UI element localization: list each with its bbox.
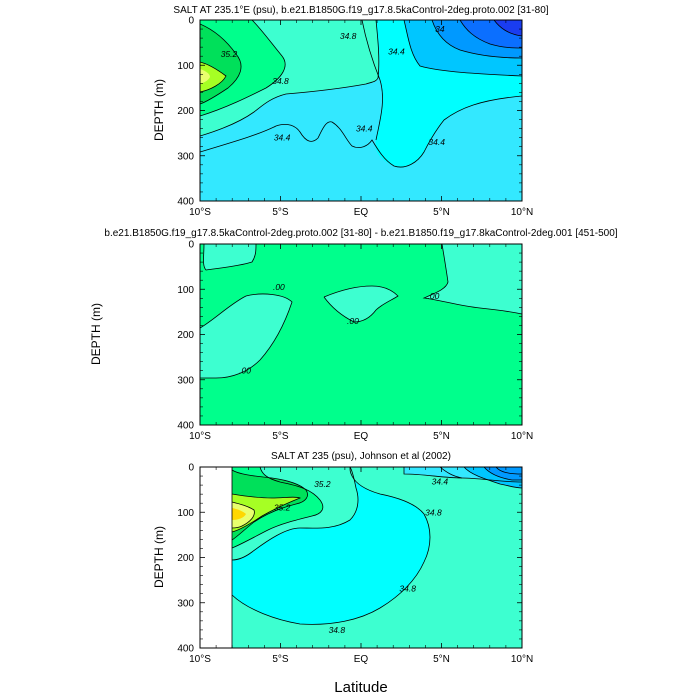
contour-label: 34.8: [399, 583, 416, 593]
y-tick-label: 200: [177, 106, 194, 117]
y-tick-label: 200: [177, 553, 194, 564]
panel-1-axes: 10°S 5°S EQ 5°N 10°N 0 100 200 300 400: [177, 16, 533, 219]
contour-label: 35.2: [314, 479, 331, 489]
y-tick-label: 200: [177, 330, 194, 341]
y-tick-label: 0: [188, 240, 194, 251]
figure-xlabel: Latitude: [334, 679, 387, 696]
field-32.8-region: [494, 20, 522, 36]
x-tick-label: 5°N: [433, 654, 450, 665]
y-tick-label: 400: [177, 197, 194, 208]
y-tick-label: 400: [177, 421, 194, 432]
y-tick-label: 0: [188, 463, 194, 474]
contour-label: .00: [347, 316, 359, 326]
panel-2-title: b.e21.B1850G.f19_g17.8.5kaControl-2deg.p…: [104, 228, 617, 239]
contour-label: .00: [239, 366, 251, 376]
contour-label: 34.4: [428, 137, 445, 147]
panel-3-title: SALT AT 235 (psu), Johnson et al (2002): [271, 451, 451, 462]
panel-1-contour-lines: [200, 20, 522, 168]
x-tick-label: 10°S: [189, 431, 211, 442]
panel-1-contour-labels: 35.2 34.8 34.8 34.4 34 34.4 34.4 34.4: [221, 24, 446, 147]
x-tick-label: 10°S: [189, 207, 211, 218]
contour-label: 34.4: [388, 47, 405, 57]
y-tick-label: 100: [177, 61, 194, 72]
field-35.6-region: [232, 494, 300, 532]
contour-label: 34.8: [329, 625, 346, 635]
contour-label: 34.8: [425, 507, 442, 517]
missing-data-region: [200, 467, 232, 648]
contour-label: 34.4: [356, 124, 373, 134]
contour-label: 34.8: [272, 76, 289, 86]
contour-label: .00: [428, 291, 440, 301]
x-tick-label: 10°N: [511, 654, 533, 665]
x-tick-label: 5°N: [433, 207, 450, 218]
field-positive-north-sw: [203, 244, 256, 270]
panel-2-axes: 10°S 5°S EQ 5°N 10°N 0 100 200 300 400: [177, 240, 533, 443]
panel-3-contour-labels: 35.2 35.2 34.4 34.8 34.8 34.8: [274, 476, 449, 635]
panel-3-ylabel: DEPTH (m): [152, 526, 166, 588]
panel-2-contour-labels: .00 .00 .00 .00: [239, 282, 440, 376]
field-positive-ne: [424, 244, 522, 314]
contour-label: 34.8: [340, 31, 357, 41]
y-tick-label: 100: [177, 285, 194, 296]
x-tick-label: EQ: [354, 207, 369, 218]
field-max-region: [232, 508, 246, 520]
panel-3-axes: 10°S 5°S EQ 5°N 10°N 0 100 200 300 400: [177, 463, 533, 666]
y-tick-label: 300: [177, 598, 194, 609]
x-tick-label: EQ: [354, 431, 369, 442]
panel-2: b.e21.B1850G.f19_g17.8.5kaControl-2deg.p…: [89, 228, 618, 442]
panel-2-fields: [200, 244, 522, 425]
y-tick-label: 300: [177, 375, 194, 386]
contour-label: .00: [273, 282, 285, 292]
contour-label: 34.4: [432, 476, 449, 486]
x-tick-label: EQ: [354, 654, 369, 665]
y-tick-label: 0: [188, 16, 194, 27]
field-positive-eq: [324, 286, 398, 322]
y-tick-label: 400: [177, 644, 194, 655]
contour-label: 34: [435, 24, 445, 34]
panel-3-fields: [200, 467, 522, 648]
y-tick-label: 100: [177, 508, 194, 519]
panel-1: SALT AT 235.1°E (psu), b.e21.B1850G.f19_…: [152, 5, 549, 218]
contour-label: 35.2: [221, 49, 238, 59]
panel-1-ylabel: DEPTH (m): [152, 79, 166, 141]
x-tick-label: 5°S: [272, 654, 289, 665]
panel-3: SALT AT 235 (psu), Johnson et al (2002): [152, 451, 533, 665]
panel-2-ylabel: DEPTH (m): [89, 303, 103, 365]
y-tick-label: 300: [177, 151, 194, 162]
x-tick-label: 10°S: [189, 654, 211, 665]
panel-1-fields: [200, 20, 522, 201]
field-34.0-region: [484, 467, 522, 480]
field-35.6-region: [200, 62, 226, 92]
field-positive-sw: [200, 294, 292, 378]
x-tick-label: 5°N: [433, 431, 450, 442]
x-tick-label: 10°N: [511, 207, 533, 218]
panel-3-contour-lines: [231, 467, 522, 648]
contour-label: 35.2: [274, 503, 291, 513]
panel-1-title: SALT AT 235.1°E (psu), b.e21.B1850G.f19_…: [173, 5, 548, 16]
x-tick-label: 5°S: [272, 207, 289, 218]
x-tick-label: 5°S: [272, 431, 289, 442]
field-max-region: [200, 69, 210, 84]
contour-label: 34.4: [274, 133, 291, 143]
panel-2-contour-lines: [200, 244, 522, 379]
x-tick-label: 10°N: [511, 431, 533, 442]
